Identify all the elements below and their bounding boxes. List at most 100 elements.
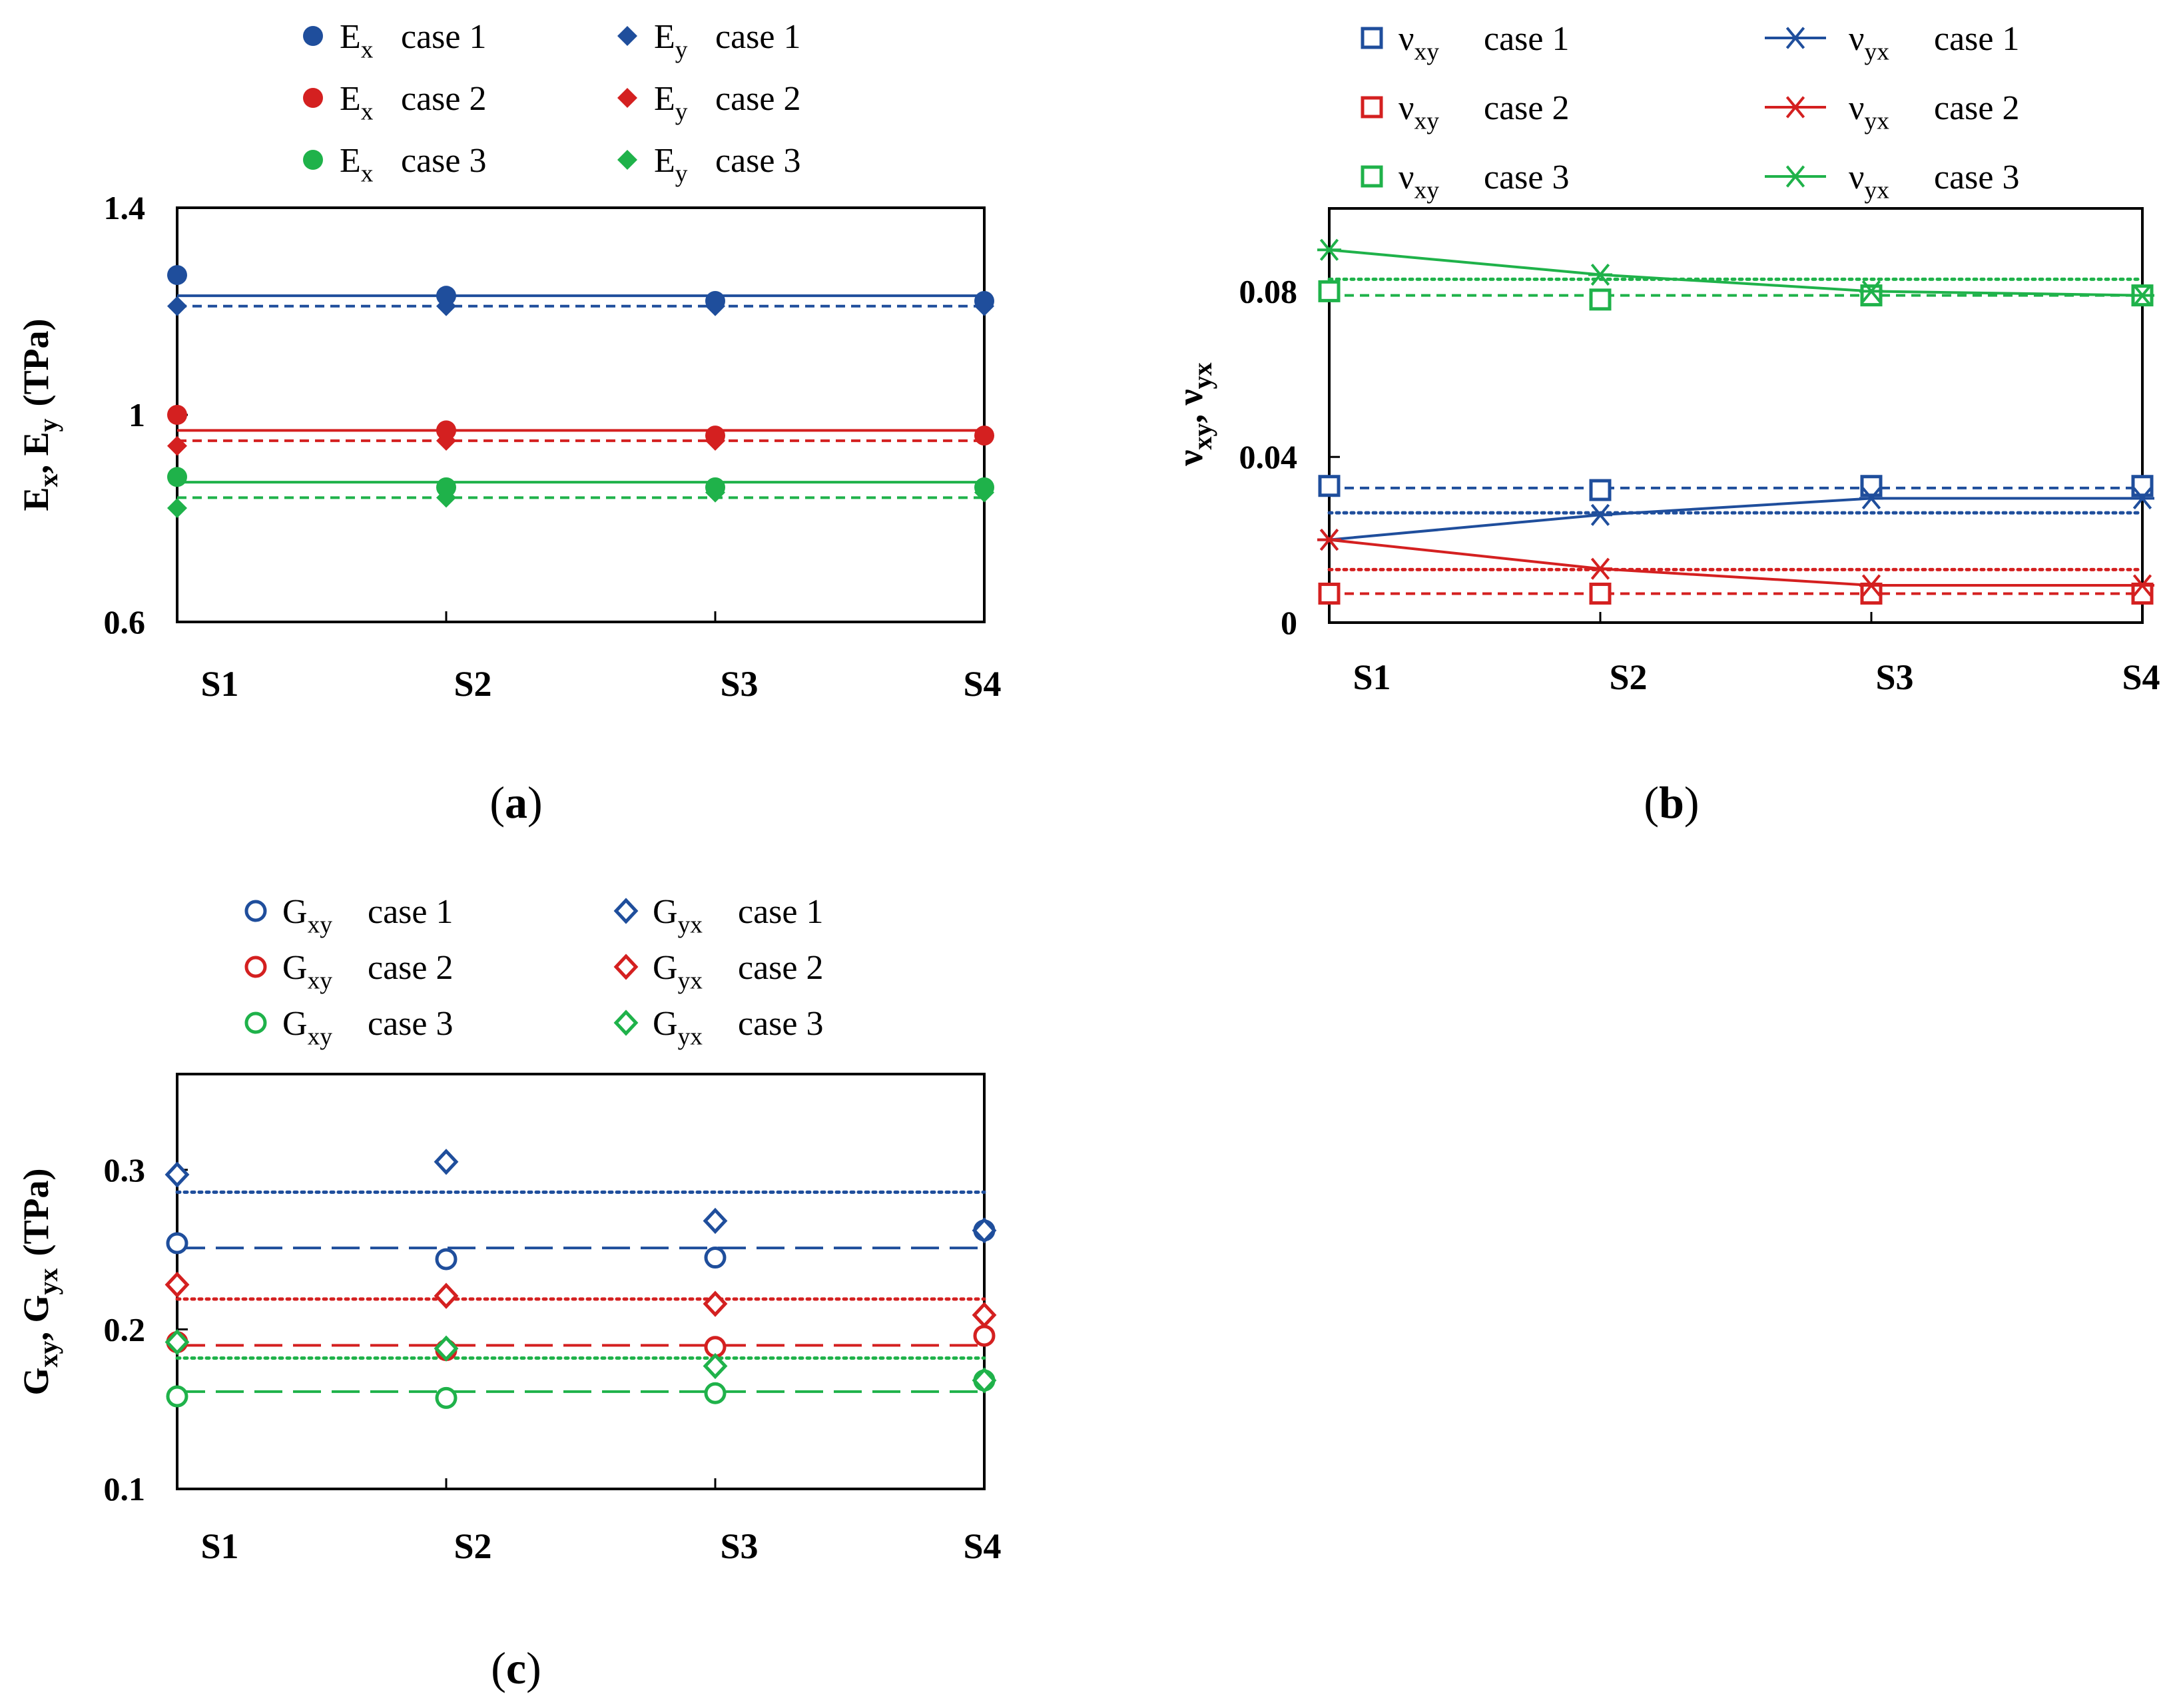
x-tick-label: S2 <box>454 1526 491 1566</box>
legend-case-label: case 1 <box>401 18 486 56</box>
legend-symbol-var: E <box>654 80 675 118</box>
x-tick-label: S4 <box>963 1526 1001 1566</box>
data-point <box>973 1324 996 1347</box>
legend-symbol-sub: xy <box>1414 108 1440 135</box>
legend-case-label: case 3 <box>715 142 800 180</box>
legend-symbol-sub: y <box>675 160 688 188</box>
series-line <box>1329 538 2142 587</box>
data-point <box>2130 284 2154 307</box>
legend-symbol: νyx <box>1849 158 1889 204</box>
panel-label: (b) <box>1644 777 1699 828</box>
panel-label-open: ( <box>489 777 505 828</box>
legend-item: Gyx case 2 <box>613 949 823 995</box>
legend-item: Ex case 3 <box>303 142 486 188</box>
x-tick-label: S1 <box>1353 657 1391 697</box>
legend-symbol: Ey <box>654 18 688 64</box>
y-axis-label-text: Gxy, Gyx (TPa) <box>16 1169 63 1396</box>
y-tick-label: 1 <box>129 396 145 433</box>
data-point <box>164 1161 190 1188</box>
series-line <box>1329 497 2142 541</box>
ylabel-sep: , <box>1170 406 1210 424</box>
legend-symbol-var: G <box>653 1005 678 1043</box>
data-point <box>1859 574 1883 597</box>
ylabel-v2: E <box>16 431 56 455</box>
legend-symbol-var: G <box>282 893 308 931</box>
data-point <box>703 1290 728 1317</box>
ylabel-v1: ν <box>1170 450 1210 467</box>
legend-marker-d2 <box>1785 165 1805 188</box>
data-point-d2 <box>2132 284 2152 307</box>
legend-marker <box>1361 27 1383 49</box>
panel-label: (a) <box>489 777 542 828</box>
legend-symbol-sub: x <box>361 99 374 126</box>
data-point <box>164 1328 190 1356</box>
x-tick-label: S3 <box>720 1526 758 1566</box>
legend-symbol: Ey <box>654 142 688 188</box>
ylabel-unit: (TPa) <box>16 318 56 406</box>
data-point <box>703 1352 728 1380</box>
data-point-d2 <box>2132 574 2152 597</box>
legend-case-label: case 2 <box>368 949 453 987</box>
data-point <box>1589 582 1612 605</box>
legend-marker <box>617 88 637 108</box>
data-point-d2 <box>2132 487 2152 509</box>
legend-case-label: case 3 <box>368 1005 453 1043</box>
legend-item: Ex case 1 <box>303 18 486 64</box>
data-point-d2 <box>1861 280 1881 302</box>
data-point <box>436 430 456 451</box>
legend-marker <box>1361 165 1383 188</box>
legend-item: νxy case 3 <box>1361 158 1569 204</box>
legend-marker <box>613 1009 639 1036</box>
legend-marker <box>1783 165 1807 188</box>
legend-item: νxy case 1 <box>1361 20 1569 66</box>
data-point <box>1589 479 1612 501</box>
legend-marker <box>613 954 639 980</box>
panel-label-letter: b <box>1659 777 1684 828</box>
panel-label-open: ( <box>491 1643 506 1693</box>
legend-symbol-var: E <box>654 18 675 56</box>
legend-marker <box>1783 96 1807 119</box>
data-point <box>972 1367 997 1394</box>
legend-symbol: νyx <box>1849 20 1889 66</box>
ylabel-unit: (TPa) <box>16 1169 56 1257</box>
legend-case-label: case 1 <box>1934 20 2019 58</box>
legend-item: Gxy case 3 <box>244 1005 453 1051</box>
legend: Ex case 1 Ey case 1 Ex case 2 Ey case 2 Ex case 3… <box>303 18 800 188</box>
panel-label-open: ( <box>1644 777 1659 828</box>
legend-symbol-var: G <box>282 1005 308 1043</box>
ylabel-s2: yx <box>1187 362 1217 389</box>
legend-item: Ex case 2 <box>303 80 486 126</box>
panel-label-letter: a <box>505 777 527 828</box>
data-point <box>434 1282 459 1309</box>
legend-item: Ey case 2 <box>617 80 800 126</box>
legend-symbol-sub: xy <box>308 1023 333 1051</box>
legend-marker <box>617 26 637 46</box>
data-point <box>704 1382 727 1404</box>
legend-case-label: case 1 <box>368 893 453 931</box>
y-axis-label-text: νxy, νyx <box>1170 362 1217 466</box>
legend-symbol: Gyx <box>653 1005 703 1051</box>
legend-symbol: Gxy <box>282 949 332 995</box>
y-axis-label: νxy, νyx <box>1170 362 1217 466</box>
data-point <box>1588 503 1612 526</box>
ylabel-s1: xy <box>1187 424 1217 450</box>
legend-symbol-var: E <box>654 142 675 180</box>
legend-symbol-var: G <box>653 949 678 987</box>
data-point <box>2130 487 2154 509</box>
data-point <box>167 405 187 425</box>
y-axis-label-text: Ex, Ey (TPa) <box>16 318 63 511</box>
ylabel-s2: y <box>33 418 63 431</box>
x-tick-label: S4 <box>2122 657 2160 697</box>
legend-marker <box>244 1011 267 1034</box>
legend-case-label: case 1 <box>715 18 800 56</box>
legend-case-label: case 2 <box>738 949 823 987</box>
data-point <box>1859 487 1883 509</box>
legend-marker <box>303 150 323 170</box>
data-point <box>1860 284 1883 307</box>
legend-symbol-sub: yx <box>1865 39 1890 66</box>
